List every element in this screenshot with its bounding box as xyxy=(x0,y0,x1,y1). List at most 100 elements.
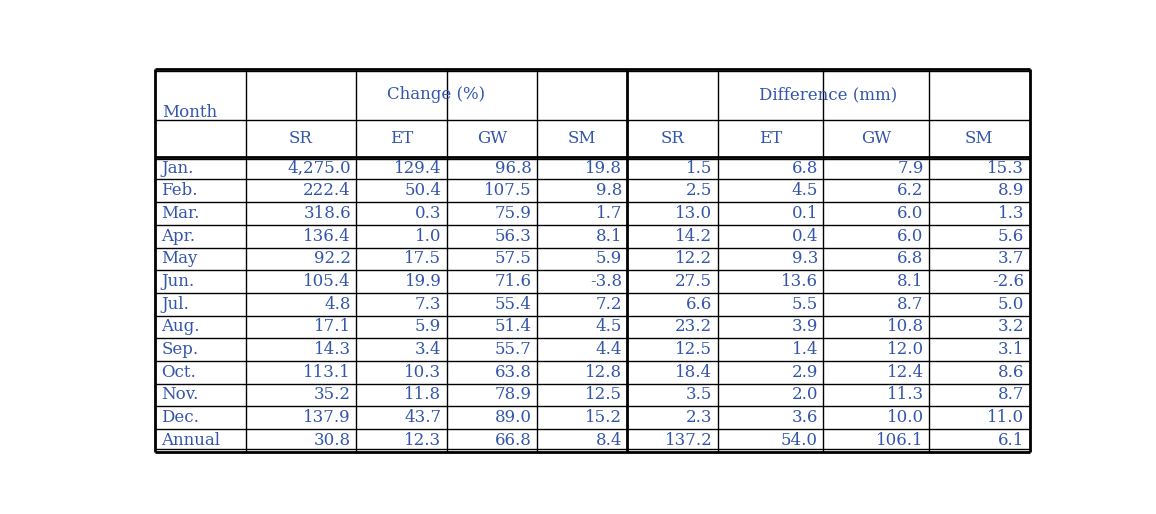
Text: 8.6: 8.6 xyxy=(998,364,1024,381)
Text: 17.5: 17.5 xyxy=(405,250,442,267)
Text: Jun.: Jun. xyxy=(162,273,194,290)
Text: 7.2: 7.2 xyxy=(595,296,622,313)
Text: 3.4: 3.4 xyxy=(415,341,442,358)
Text: 3.6: 3.6 xyxy=(792,409,818,426)
Text: 17.1: 17.1 xyxy=(314,318,351,335)
Text: 6.0: 6.0 xyxy=(897,205,924,222)
Text: 10.0: 10.0 xyxy=(887,409,924,426)
Text: -2.6: -2.6 xyxy=(992,273,1024,290)
Text: Oct.: Oct. xyxy=(162,364,197,381)
Text: 63.8: 63.8 xyxy=(495,364,532,381)
Text: 4.8: 4.8 xyxy=(325,296,351,313)
Text: 11.3: 11.3 xyxy=(887,387,924,403)
Text: Difference (mm): Difference (mm) xyxy=(759,86,897,103)
Text: Aug.: Aug. xyxy=(162,318,200,335)
Text: 3.7: 3.7 xyxy=(998,250,1024,267)
Text: Apr.: Apr. xyxy=(162,228,195,245)
Text: Mar.: Mar. xyxy=(162,205,200,222)
Text: 137.2: 137.2 xyxy=(665,432,712,449)
Text: 6.6: 6.6 xyxy=(686,296,712,313)
Text: SM: SM xyxy=(965,130,994,147)
Text: 6.8: 6.8 xyxy=(897,250,924,267)
Text: 4.4: 4.4 xyxy=(595,341,622,358)
Text: 15.2: 15.2 xyxy=(585,409,622,426)
Text: -3.8: -3.8 xyxy=(590,273,622,290)
Text: 6.0: 6.0 xyxy=(897,228,924,245)
Text: 113.1: 113.1 xyxy=(303,364,351,381)
Text: 2.0: 2.0 xyxy=(792,387,818,403)
Text: 8.1: 8.1 xyxy=(595,228,622,245)
Text: SR: SR xyxy=(289,130,313,147)
Text: 5.9: 5.9 xyxy=(595,250,622,267)
Text: 10.8: 10.8 xyxy=(887,318,924,335)
Text: 4.5: 4.5 xyxy=(595,318,622,335)
Text: Feb.: Feb. xyxy=(162,182,198,199)
Text: 50.4: 50.4 xyxy=(405,182,442,199)
Text: 14.2: 14.2 xyxy=(675,228,712,245)
Text: 12.0: 12.0 xyxy=(887,341,924,358)
Text: 55.4: 55.4 xyxy=(495,296,532,313)
Text: 30.8: 30.8 xyxy=(314,432,351,449)
Text: 13.0: 13.0 xyxy=(675,205,712,222)
Text: Sep.: Sep. xyxy=(162,341,199,358)
Text: 222.4: 222.4 xyxy=(303,182,351,199)
Text: 57.5: 57.5 xyxy=(495,250,532,267)
Text: 1.5: 1.5 xyxy=(686,160,712,177)
Text: 43.7: 43.7 xyxy=(405,409,442,426)
Text: 6.1: 6.1 xyxy=(998,432,1024,449)
Text: SM: SM xyxy=(568,130,596,147)
Text: GW: GW xyxy=(476,130,507,147)
Text: 2.3: 2.3 xyxy=(686,409,712,426)
Text: 2.9: 2.9 xyxy=(792,364,818,381)
Text: 136.4: 136.4 xyxy=(303,228,351,245)
Text: 66.8: 66.8 xyxy=(495,432,532,449)
Text: 7.9: 7.9 xyxy=(897,160,924,177)
Text: Annual: Annual xyxy=(162,432,221,449)
Text: 56.3: 56.3 xyxy=(495,228,532,245)
Text: Change (%): Change (%) xyxy=(387,86,486,103)
Text: 11.8: 11.8 xyxy=(405,387,442,403)
Text: 10.3: 10.3 xyxy=(405,364,442,381)
Text: 106.1: 106.1 xyxy=(876,432,924,449)
Text: May: May xyxy=(162,250,198,267)
Text: 12.3: 12.3 xyxy=(405,432,442,449)
Text: 96.8: 96.8 xyxy=(495,160,532,177)
Text: 14.3: 14.3 xyxy=(314,341,351,358)
Text: 12.5: 12.5 xyxy=(585,387,622,403)
Text: 92.2: 92.2 xyxy=(314,250,351,267)
Text: 3.9: 3.9 xyxy=(792,318,818,335)
Text: Dec.: Dec. xyxy=(162,409,199,426)
Text: 89.0: 89.0 xyxy=(495,409,532,426)
Text: Jan.: Jan. xyxy=(162,160,194,177)
Text: 9.8: 9.8 xyxy=(595,182,622,199)
Text: 35.2: 35.2 xyxy=(314,387,351,403)
Text: 12.8: 12.8 xyxy=(585,364,622,381)
Text: 1.4: 1.4 xyxy=(792,341,818,358)
Text: 0.3: 0.3 xyxy=(415,205,442,222)
Text: 15.3: 15.3 xyxy=(987,160,1024,177)
Text: Nov.: Nov. xyxy=(162,387,199,403)
Text: 5.6: 5.6 xyxy=(998,228,1024,245)
Text: 1.0: 1.0 xyxy=(415,228,442,245)
Text: Jul.: Jul. xyxy=(162,296,190,313)
Text: Month: Month xyxy=(162,104,217,121)
Text: 23.2: 23.2 xyxy=(675,318,712,335)
Text: 55.7: 55.7 xyxy=(495,341,532,358)
Text: 4.5: 4.5 xyxy=(792,182,818,199)
Text: 1.7: 1.7 xyxy=(595,205,622,222)
Text: 5.5: 5.5 xyxy=(792,296,818,313)
Text: GW: GW xyxy=(861,130,891,147)
Text: 12.2: 12.2 xyxy=(675,250,712,267)
Text: 7.3: 7.3 xyxy=(415,296,442,313)
Text: 51.4: 51.4 xyxy=(495,318,532,335)
Text: ET: ET xyxy=(758,130,783,147)
Text: 5.9: 5.9 xyxy=(415,318,442,335)
Text: 75.9: 75.9 xyxy=(495,205,532,222)
Text: 2.5: 2.5 xyxy=(686,182,712,199)
Text: 8.1: 8.1 xyxy=(897,273,924,290)
Text: 8.7: 8.7 xyxy=(998,387,1024,403)
Text: 12.4: 12.4 xyxy=(887,364,924,381)
Text: 12.5: 12.5 xyxy=(675,341,712,358)
Text: 19.9: 19.9 xyxy=(405,273,442,290)
Text: ET: ET xyxy=(390,130,413,147)
